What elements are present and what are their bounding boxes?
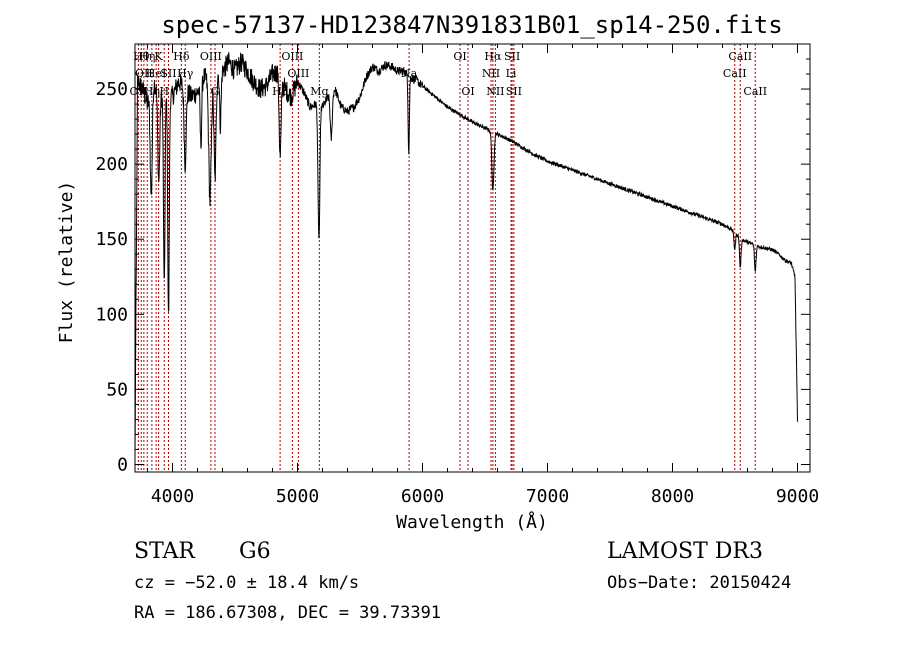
- line-marker-label: Hα: [484, 50, 502, 63]
- y-axis-label: Flux (relative): [56, 181, 77, 344]
- chart-title: spec-57137-HD123847N391831B01_sp14-250.f…: [161, 11, 782, 39]
- line-marker-label: NII: [482, 67, 500, 80]
- y-tick-label: 250: [95, 79, 128, 100]
- x-tick-label: 4000: [151, 486, 194, 507]
- object-class: STAR: [134, 539, 195, 564]
- line-marker-label: G: [211, 85, 220, 98]
- coordinates: RA = 186.67308, DEC = 39.73391: [134, 603, 442, 623]
- x-axis-ticks: 4000 5000 6000 7000 8000 9000: [147, 44, 819, 507]
- line-markers: [137, 44, 756, 472]
- line-marker-label: Hγ: [177, 67, 194, 80]
- observation-date: Obs−Date: 20150424: [607, 573, 792, 593]
- x-tick-label: 6000: [401, 486, 444, 507]
- line-marker-label: OI: [453, 50, 466, 63]
- line-marker-label: OI: [461, 85, 474, 98]
- y-tick-label: 100: [95, 304, 128, 325]
- line-marker-label: HeI: [146, 67, 166, 80]
- line-marker-label: Hδ: [173, 50, 190, 63]
- line-marker-label: H: [159, 85, 169, 98]
- line-marker-label: SII: [504, 50, 520, 63]
- x-axis-label: Wavelength (Å): [396, 511, 548, 533]
- y-tick-label: 150: [95, 229, 128, 250]
- line-marker-label: SII: [506, 85, 522, 98]
- line-marker-label: NII: [486, 85, 504, 98]
- line-marker-label: CaII: [728, 50, 752, 63]
- line-marker-label: CaII: [743, 85, 767, 98]
- plot-frame: [134, 43, 811, 473]
- y-tick-label: 0: [117, 454, 128, 475]
- line-marker-label: Mg: [310, 85, 328, 98]
- line-marker-label: OII: [135, 67, 153, 80]
- spectrum-line: [134, 52, 798, 458]
- redshift-cz: cz = −52.0 ± 18.4 km/s: [134, 573, 360, 593]
- object-subclass: G6: [239, 539, 271, 564]
- line-marker-label: SII: [160, 67, 176, 80]
- line-marker-label: OIII: [281, 50, 303, 63]
- line-marker-label: CaII: [723, 67, 747, 80]
- line-marker-label: Hθ: [133, 50, 150, 63]
- x-tick-label: 8000: [651, 486, 694, 507]
- line-marker-label: Li: [506, 67, 517, 80]
- line-marker-label: Hη: [139, 50, 155, 63]
- y-axis-ticks: 0 50 100 150 200 250: [95, 58, 810, 475]
- y-tick-label: 200: [95, 154, 128, 175]
- x-tick-label: 5000: [276, 486, 319, 507]
- x-tick-label: 9000: [776, 486, 819, 507]
- x-tick-label: 7000: [526, 486, 569, 507]
- line-marker-label: OIII: [287, 67, 309, 80]
- line-marker-label: K: [155, 50, 164, 63]
- y-tick-label: 50: [106, 379, 128, 400]
- survey-name: LAMOST DR3: [607, 539, 763, 564]
- line-marker-label: OIII: [200, 50, 222, 63]
